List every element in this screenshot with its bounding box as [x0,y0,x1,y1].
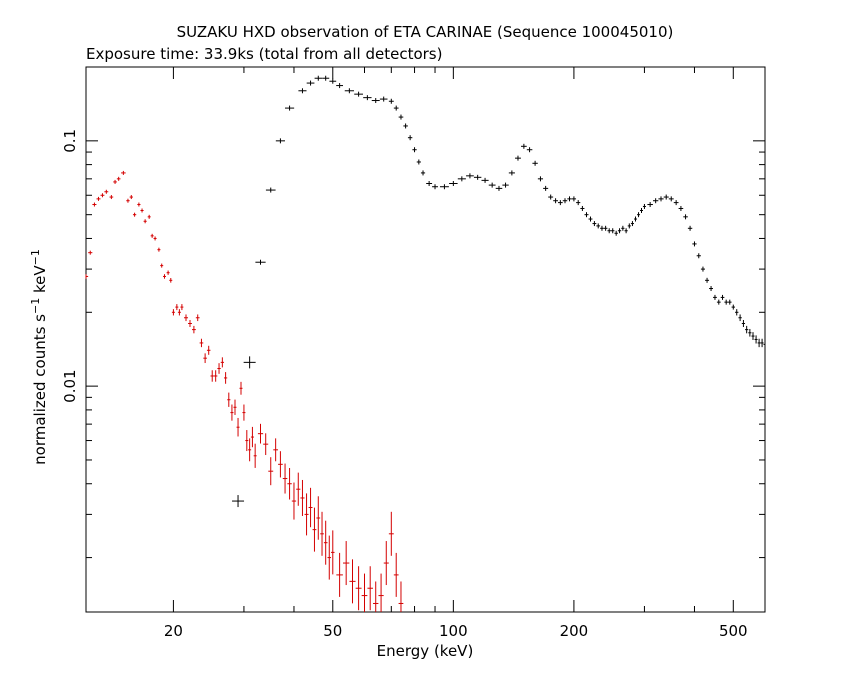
axis-ticks [86,66,766,612]
chart-subtitle: Exposure time: 33.9ks (total from all de… [86,45,442,63]
x-tick-labels: 20 50 100 200 500 [164,622,748,640]
y-axis-label-sup2: −1 [29,249,42,265]
y-axis-label-main: normalized counts s [31,314,49,465]
series-1 [85,170,404,612]
series-2 [232,75,766,508]
y-axis-label-sup1: −1 [29,298,42,314]
x-tick-label: 50 [323,622,342,640]
chart-title: SUZAKU HXD observation of ETA CARINAE (S… [177,23,674,41]
y-axis-label-mid: keV [31,265,49,298]
y-tick-label: 0.01 [61,369,79,402]
x-tick-label: 200 [560,622,589,640]
x-tick-label: 100 [439,622,468,640]
x-tick-label: 500 [719,622,748,640]
y-tick-label: 0.1 [61,129,79,153]
x-axis-label: Energy (keV) [377,642,474,660]
data-series [85,75,766,612]
y-axis-label: normalized counts s−1 keV−1 [29,249,49,465]
x-tick-label: 20 [164,622,183,640]
y-tick-labels: 0.1 0.01 [61,129,79,403]
plot-frame [85,66,766,613]
